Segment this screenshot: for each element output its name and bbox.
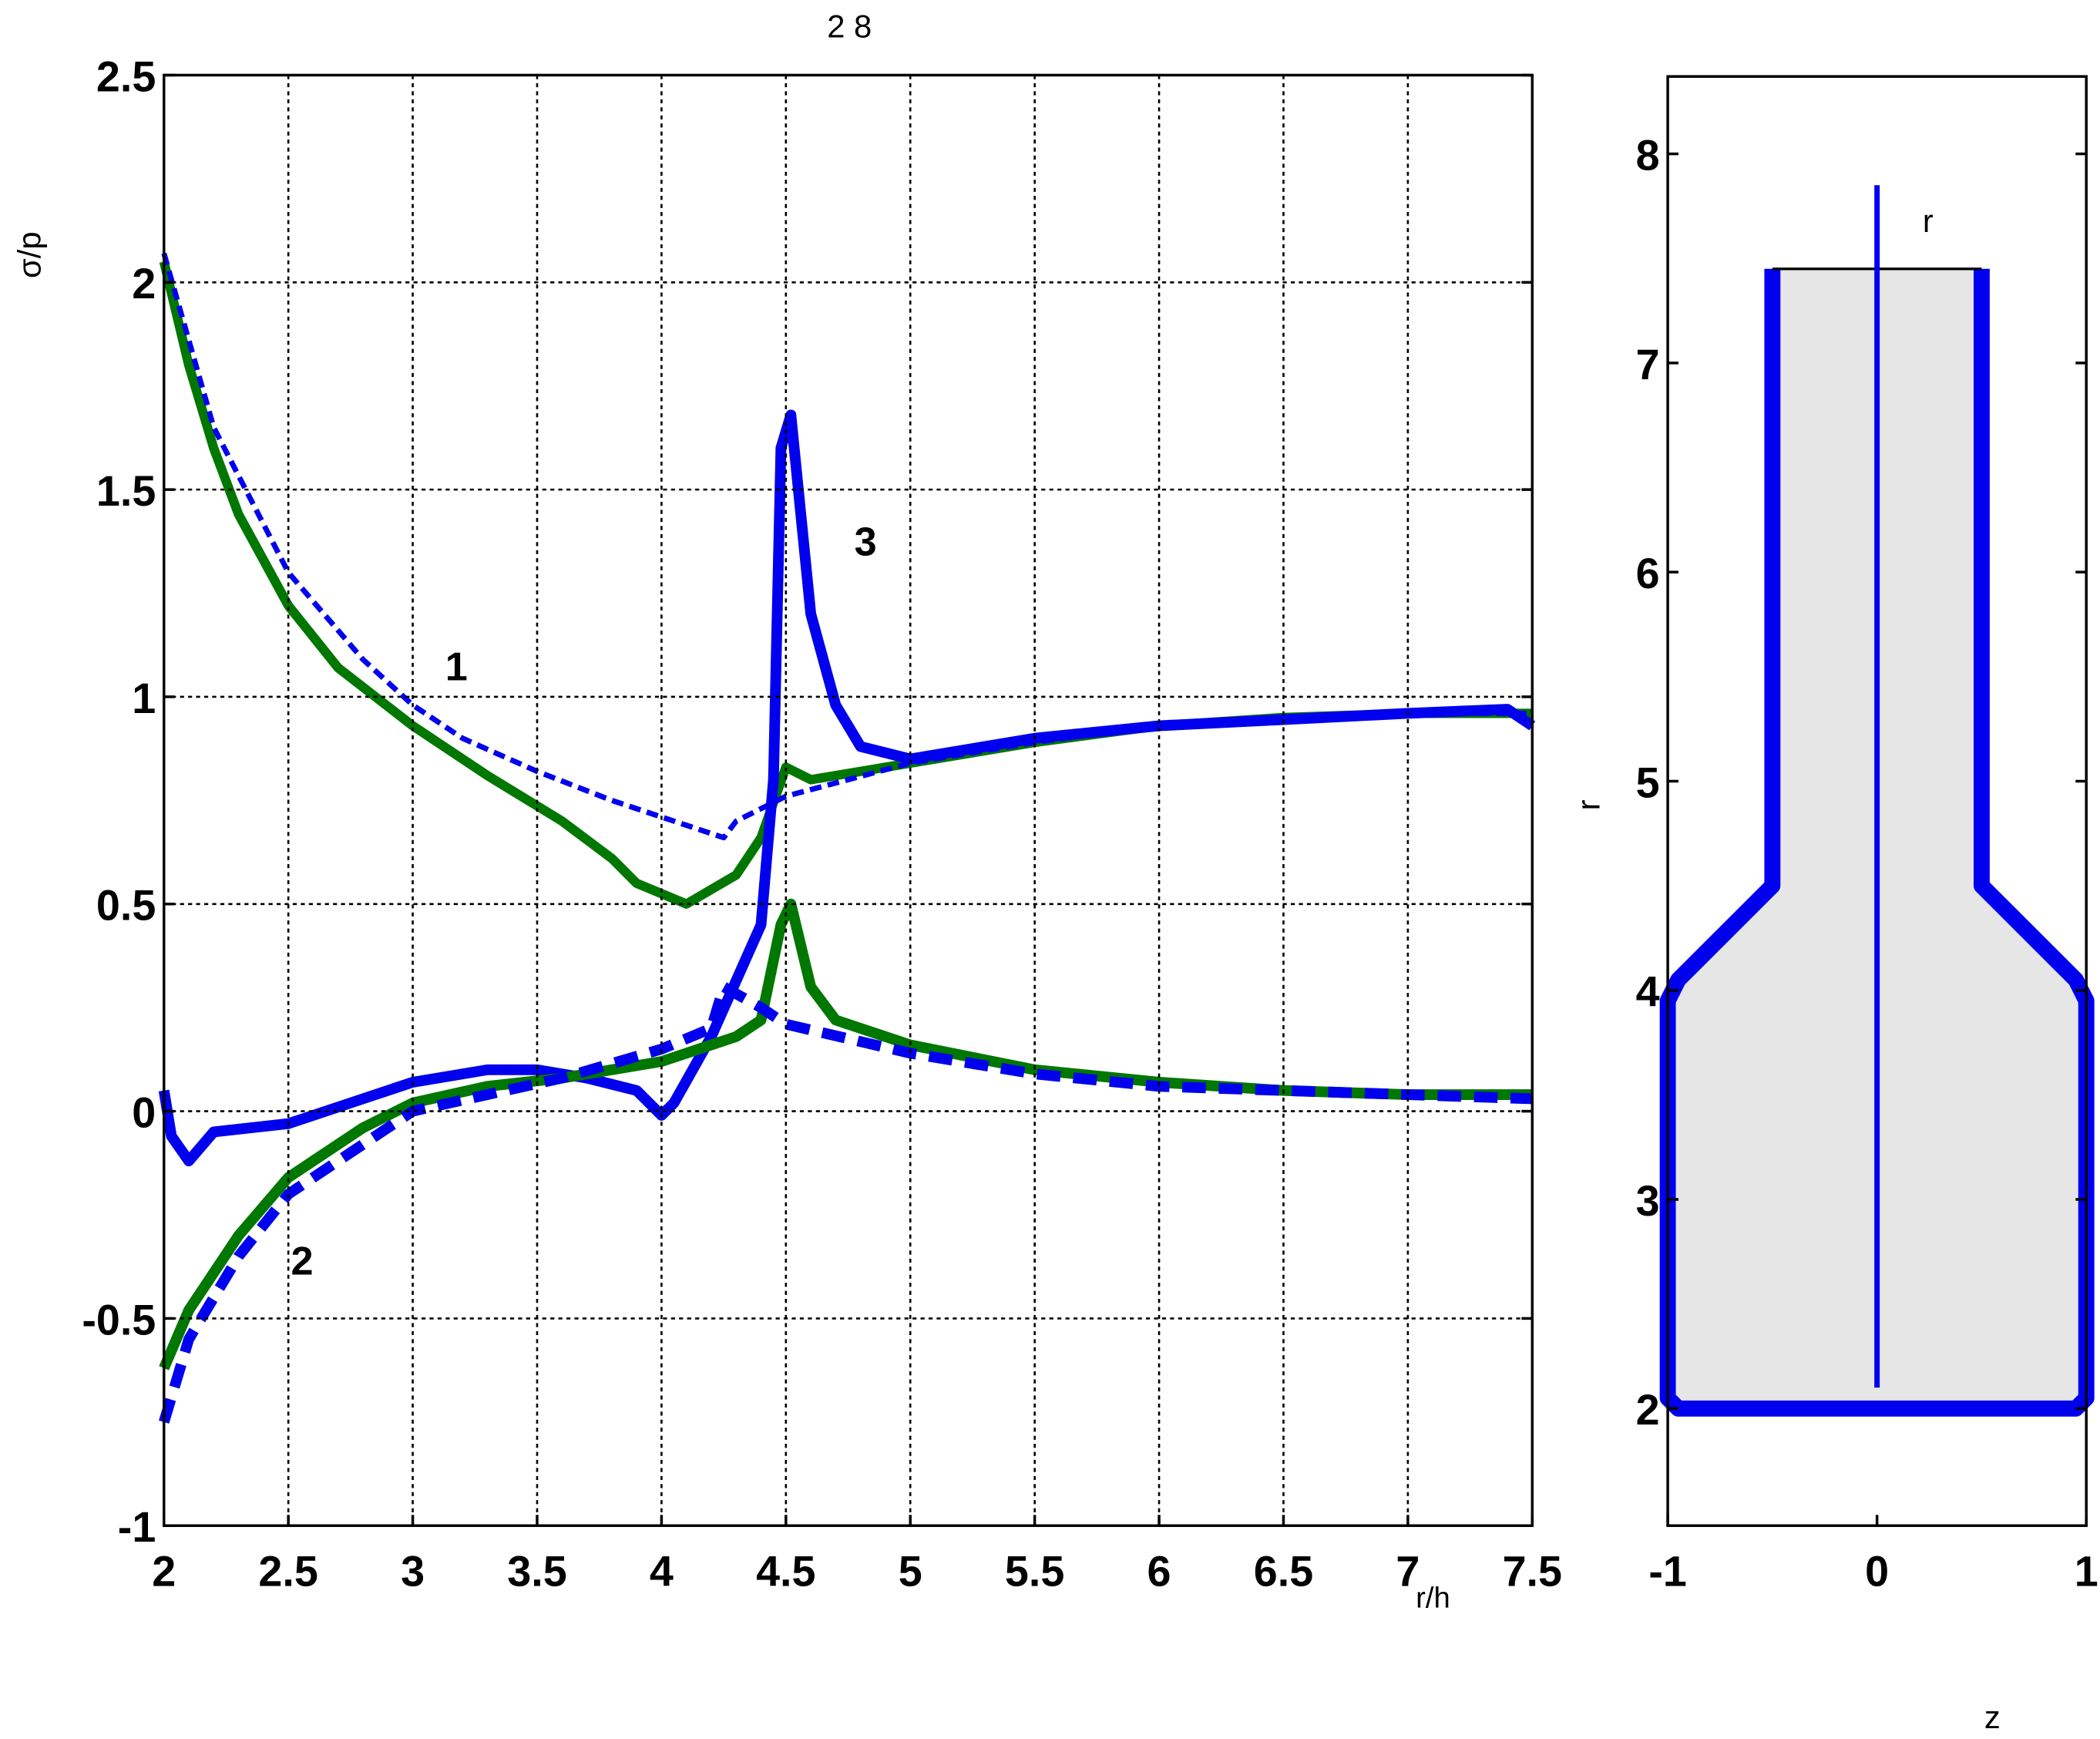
x-axis-label: r/h	[1416, 1581, 1450, 1614]
series-line	[159, 981, 1533, 1424]
y-tick-label: 5	[1636, 758, 1660, 806]
annotation: 2	[291, 1240, 314, 1284]
x-tick-label: 4.5	[756, 1548, 815, 1596]
x-tick-label: 3	[401, 1548, 425, 1596]
y-tick-label: 3	[1636, 1177, 1660, 1225]
x-axis-label: z	[1984, 1699, 2001, 1735]
series-line	[159, 260, 1533, 909]
x-tick-label: -1	[1648, 1548, 1687, 1596]
x-tick-label: 0	[1865, 1548, 1889, 1596]
x-tick-label: 2.5	[258, 1548, 318, 1596]
x-tick-label: 5.5	[1005, 1548, 1064, 1596]
y-tick-label: -1	[118, 1503, 156, 1551]
y-tick-label: 2	[1636, 1386, 1660, 1434]
x-tick-label: 1	[2075, 1548, 2098, 1596]
y-tick-label: 6	[1636, 550, 1660, 597]
y-tick-label: 0	[132, 1088, 156, 1136]
x-tick-label: 5	[899, 1548, 922, 1596]
annotation: 3	[855, 520, 877, 565]
x-tick-label: 4	[650, 1548, 674, 1596]
chart-title: 2 8	[827, 8, 872, 45]
y-tick-label: 4	[1636, 968, 1660, 1016]
x-tick-label: 6.5	[1254, 1548, 1313, 1596]
x-tick-label: 6	[1147, 1548, 1171, 1596]
x-tick-label: 7	[1396, 1548, 1420, 1596]
series-line	[159, 898, 1533, 1371]
y-tick-label: 0.5	[96, 882, 156, 930]
annotation: 1	[445, 645, 468, 690]
y-tick-label: 8	[1636, 131, 1660, 179]
x-tick-label: 7.5	[1503, 1548, 1562, 1596]
y-tick-label: 1.5	[96, 467, 156, 515]
series-line	[158, 409, 1536, 1167]
y-tick-label: 1	[132, 674, 156, 722]
series-line	[161, 252, 1533, 841]
y-tick-label: 7	[1636, 341, 1660, 388]
y-tick-label: 2.5	[96, 52, 156, 100]
x-tick-label: 2	[152, 1548, 176, 1596]
annotation: r	[1923, 203, 1934, 239]
y-axis-label: r	[1570, 799, 1606, 810]
y-tick-label: 2	[132, 260, 156, 308]
plot-frame	[162, 73, 1534, 1527]
y-tick-label: -0.5	[82, 1296, 156, 1344]
y-axis-label: σ/p	[12, 231, 48, 278]
x-tick-label: 3.5	[507, 1548, 566, 1596]
